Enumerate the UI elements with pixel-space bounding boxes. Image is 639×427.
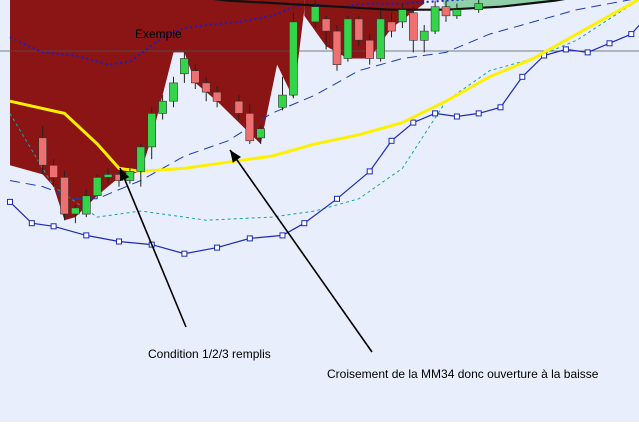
- candle-body-34: [441, 6, 451, 17]
- candle-body-28: [376, 18, 385, 59]
- series-blue-dashed: [9, 0, 632, 200]
- marker-point-16: [453, 113, 460, 120]
- marker-point-23: [606, 40, 613, 47]
- marker-point-24: [628, 31, 635, 38]
- series-teal-dotted: [9, 0, 639, 221]
- series-blue-dotted: [9, 0, 469, 66]
- marker-point-12: [366, 168, 373, 175]
- candle-body-33: [430, 6, 440, 32]
- candle-body-18: [245, 113, 255, 142]
- annotation-condition: Condition 1/2/3 remplis: [148, 347, 271, 361]
- candle-body-4: [82, 195, 91, 215]
- candle-body-31: [408, 12, 418, 41]
- candle-body-27: [365, 39, 375, 59]
- marker-point-22: [584, 49, 591, 56]
- candle-body-29: [387, 21, 396, 32]
- marker-point-18: [497, 104, 504, 111]
- candle-body-10: [147, 113, 156, 148]
- candle-body-1: [49, 165, 58, 178]
- marker-point-19: [519, 73, 526, 80]
- candle-body-16: [212, 91, 222, 102]
- candle-body-6: [103, 174, 113, 178]
- candle-body-21: [289, 21, 298, 96]
- candle-body-19: [256, 128, 266, 139]
- candle-body-12: [169, 82, 178, 102]
- candle-body-23: [321, 18, 331, 32]
- candle-body-11: [158, 100, 167, 114]
- annotation-arrowhead-2: [230, 150, 241, 163]
- marker-point-10: [301, 220, 308, 227]
- candle-body-36: [474, 3, 484, 10]
- marker-point-14: [410, 119, 417, 126]
- candle-body-13: [180, 58, 189, 75]
- candle-body-14: [191, 70, 200, 84]
- candle-body-17: [234, 100, 244, 114]
- marker-point-13: [388, 137, 395, 144]
- candle-body-3: [71, 207, 80, 215]
- candle-body-26: [354, 18, 364, 41]
- annotations: Exemple Condition 1/2/3 remplis Croiseme…: [119, 27, 599, 381]
- marker-point-1: [28, 220, 35, 227]
- marker-point-21: [562, 46, 569, 53]
- annotation-crossing: Croisement de la MM34 donc ouverture à l…: [327, 367, 599, 381]
- annotation-arrowhead-1: [119, 168, 130, 181]
- marker-point-9: [279, 232, 286, 239]
- candle-body-15: [201, 82, 211, 93]
- annotation-arrow-2: [229, 149, 373, 353]
- candle-body-2: [60, 177, 69, 215]
- chart-title: Exemple: [135, 27, 182, 41]
- candle-body-35: [452, 9, 462, 17]
- marker-point-0: [7, 198, 13, 205]
- candle-body-22: [310, 6, 320, 23]
- annotation-arrow-1: [119, 167, 187, 328]
- marker-point-15: [432, 110, 439, 117]
- candle-body-32: [419, 30, 429, 41]
- marker-point-8: [246, 235, 253, 242]
- series-black: [212, 0, 566, 11]
- marker-point-3: [83, 232, 90, 239]
- candle-body-20: [278, 94, 287, 108]
- marker-point-7: [214, 244, 221, 251]
- marker-point-6: [181, 250, 188, 257]
- candle-body-0: [38, 137, 48, 166]
- candle-body-24: [332, 30, 342, 65]
- marker-point-2: [50, 223, 57, 230]
- series-mm34: [9, 0, 639, 173]
- series-blue-markers: [9, 24, 639, 255]
- marker-point-4: [116, 238, 122, 245]
- candle-body-25: [343, 18, 353, 59]
- cloud-red: [10, 0, 305, 221]
- candle-body-30: [398, 9, 407, 23]
- candle-body-9: [136, 146, 146, 172]
- marker-point-11: [334, 195, 340, 202]
- marker-point-17: [475, 110, 482, 117]
- candle-body-5: [92, 177, 102, 196]
